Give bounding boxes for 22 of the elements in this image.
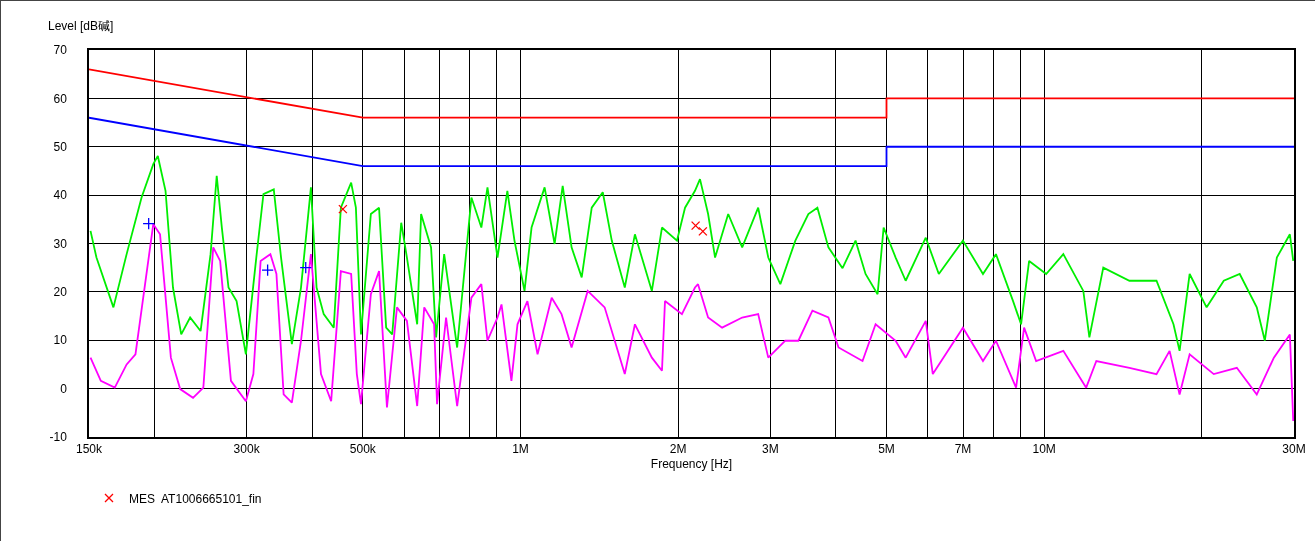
y-tick-label: 40 <box>53 188 68 203</box>
legend-label: MES AT1006665101_fin <box>129 491 262 506</box>
x-tick-label: 1M <box>512 442 529 457</box>
x-tick-label: 2M <box>669 442 687 457</box>
x-tick-label: 500k <box>349 442 377 457</box>
y-tick-label: 70 <box>53 43 68 58</box>
x-tick-label: 150k <box>75 442 104 457</box>
x-tick-label: 30M <box>1282 442 1306 457</box>
y-tick-label: 60 <box>53 91 68 106</box>
x-tick-label: 7M <box>954 442 972 457</box>
x-tick-label: 3M <box>761 442 779 457</box>
x-tick-label: 10M <box>1032 442 1056 457</box>
y-tick-label: 10 <box>53 333 68 348</box>
y-tick-label: 30 <box>53 236 68 251</box>
y-tick-label: 50 <box>53 139 68 154</box>
y-tick-label: 20 <box>53 285 68 300</box>
x-tick-label: 300k <box>233 442 261 457</box>
y-tick-label: 0 <box>60 381 68 396</box>
y-tick-label: -10 <box>49 430 68 445</box>
y-axis-title: Level [dB碱] <box>48 19 114 33</box>
x-tick-label: 5M <box>878 442 895 457</box>
x-axis-title: Frequency [Hz] <box>650 456 733 471</box>
